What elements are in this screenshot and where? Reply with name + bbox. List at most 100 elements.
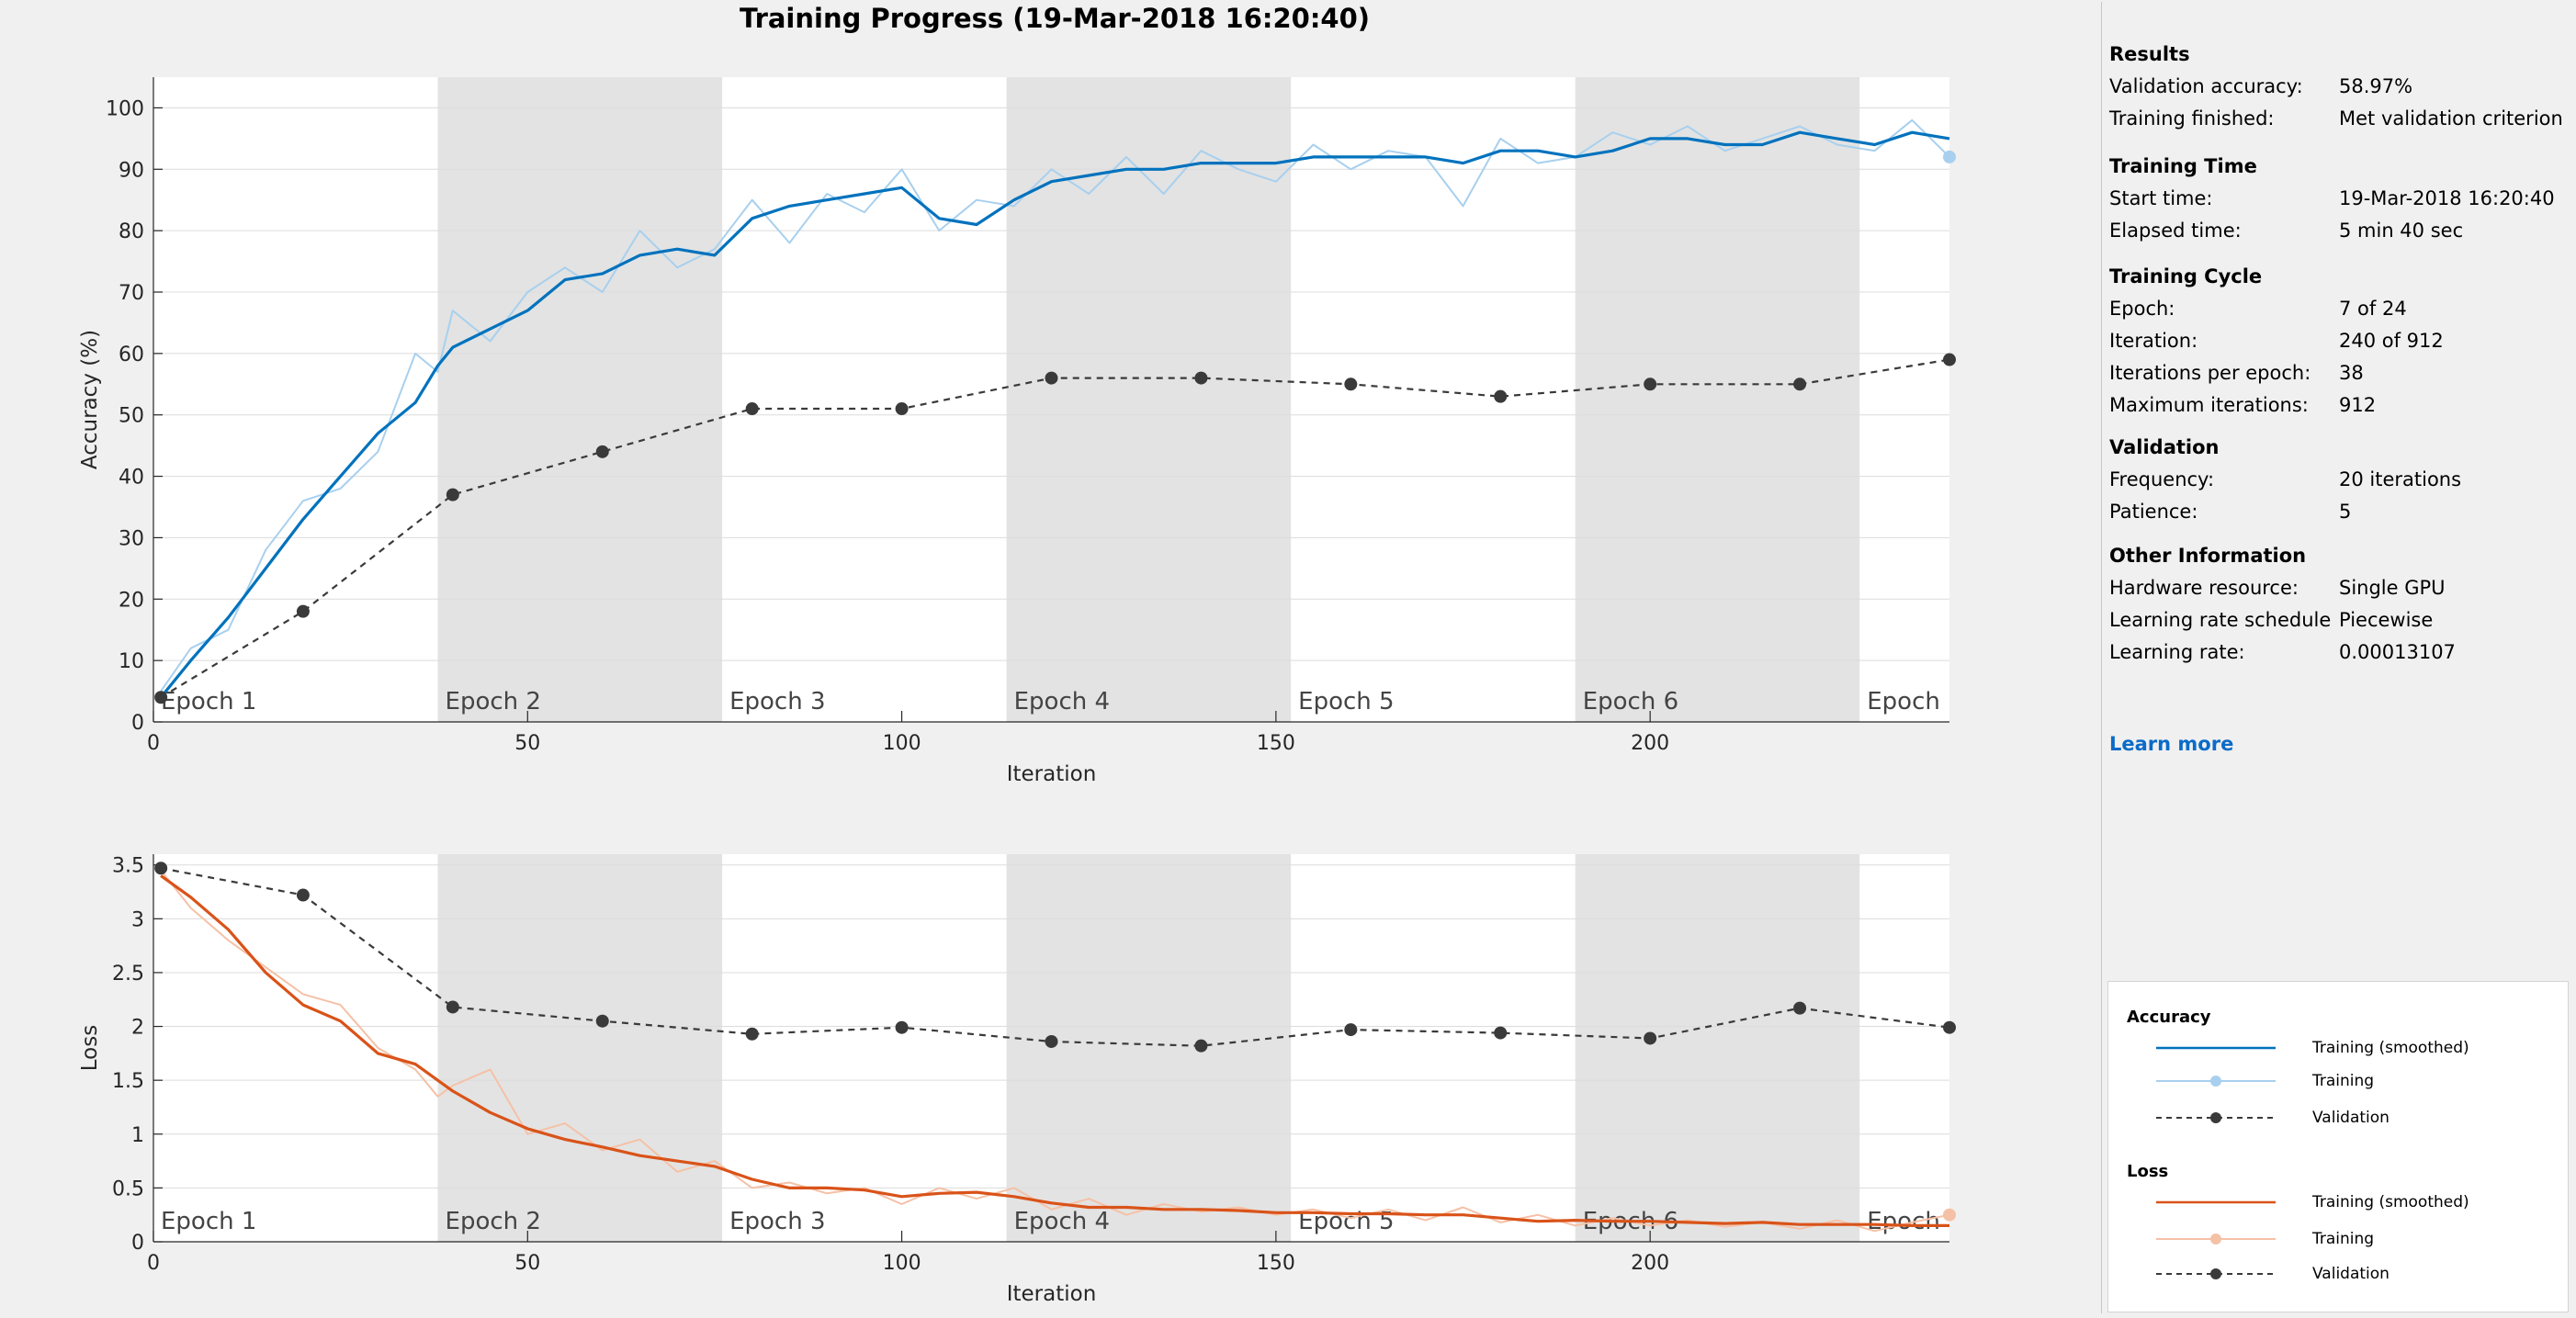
validation-point <box>1045 1034 1058 1048</box>
legend-loss-title: Loss <box>2127 1162 2169 1181</box>
info-value: 5 <box>2339 501 2352 523</box>
info-value: 58.97% <box>2339 75 2413 97</box>
y-tick-label: 80 <box>119 220 144 243</box>
info-value: 912 <box>2339 394 2377 416</box>
legend-label: Training <box>2312 1072 2375 1090</box>
x-tick-label: 150 <box>1257 1252 1295 1275</box>
legend-label: Training (smoothed) <box>2312 1039 2469 1057</box>
validation-point <box>1793 377 1807 391</box>
training-cycle-section: Training Cycle Epoch: 7 of 24 Iteration:… <box>2109 261 2569 422</box>
x-tick-label: 100 <box>883 1252 921 1275</box>
validation-point <box>745 402 759 416</box>
info-label: Iteration: <box>2109 330 2198 352</box>
validation-point <box>1344 1023 1358 1037</box>
y-tick-label: 60 <box>119 344 144 366</box>
validation-point <box>446 1000 459 1014</box>
validation-point <box>1494 1026 1508 1040</box>
validation-point <box>1194 371 1208 385</box>
info-value: 5 min 40 sec <box>2339 220 2464 242</box>
y-axis-label: Accuracy (%) <box>78 330 102 469</box>
y-tick-label: 2 <box>131 1017 144 1040</box>
x-tick-label: 100 <box>883 732 921 755</box>
validation-title: Validation <box>2109 436 2220 458</box>
other-information-title: Other Information <box>2109 545 2307 567</box>
info-label: Elapsed time: <box>2109 220 2242 242</box>
accuracy-plot: Epoch 1 Epoch 2 Epoch 3 Epoch 4 Epoch 5 Epoch… <box>78 77 1956 786</box>
epoch-label: Epoch 1 <box>161 1208 256 1235</box>
y-tick-label: 10 <box>119 650 144 673</box>
info-row: Validation accuracy: 58.97% <box>2109 71 2569 103</box>
info-value: 7 of 24 <box>2339 298 2407 320</box>
y-tick-label: 100 <box>106 97 144 120</box>
validation-point <box>895 402 909 416</box>
epoch-shade <box>1006 77 1292 722</box>
validation-point <box>1344 377 1358 391</box>
info-row: Patience: 5 <box>2109 496 2569 528</box>
figure-title: Training Progress (19-Mar-2018 16:20:40) <box>740 3 1370 34</box>
validation-point <box>154 691 168 704</box>
info-label: Learning rate: <box>2109 641 2245 663</box>
x-tick-label: 200 <box>1631 1252 1669 1275</box>
info-row: Maximum iterations: 912 <box>2109 389 2569 422</box>
legend-label: Training (smoothed) <box>2312 1193 2469 1211</box>
y-tick-label: 0 <box>131 1232 144 1255</box>
epoch-label: Epoch 5 <box>1298 688 1394 715</box>
info-value: 19-Mar-2018 16:20:40 <box>2339 187 2555 209</box>
legend-accuracy-title: Accuracy <box>2127 1008 2211 1027</box>
epoch-label: Epoch <box>1867 1208 1940 1235</box>
y-tick-label: 3 <box>131 908 144 931</box>
info-row: Frequency: 20 iterations <box>2109 464 2569 496</box>
epoch-label: Epoch <box>1867 688 1940 715</box>
validation-point <box>446 488 459 501</box>
legend-acc-raw: Training <box>2156 1070 2560 1092</box>
validation-point <box>154 862 168 875</box>
learn-more-link[interactable]: Learn more <box>2109 733 2234 755</box>
validation-point <box>1644 377 1657 391</box>
charts-area: Training Progress (19-Mar-2018 16:20:40)… <box>78 3 1956 1306</box>
y-tick-label: 90 <box>119 159 144 182</box>
info-row: Iterations per epoch: 38 <box>2109 357 2569 389</box>
y-tick-label: 50 <box>119 405 144 428</box>
training-final-point <box>1943 150 1956 163</box>
info-value: 20 iterations <box>2339 468 2462 490</box>
x-tick-label: 0 <box>147 732 160 755</box>
y-tick-label: 70 <box>119 282 144 305</box>
info-row: Learning rate schedule Piecewise <box>2109 604 2569 636</box>
legend-label: Training <box>2312 1230 2375 1248</box>
info-row: Hardware resource: Single GPU <box>2109 572 2569 604</box>
info-row: Epoch: 7 of 24 <box>2109 293 2569 325</box>
loss-plot: Epoch 1 Epoch 2 Epoch 3 Epoch 4 Epoch 5 Epoch… <box>78 854 1956 1306</box>
validation-point <box>745 1027 759 1041</box>
info-value: Met validation criterion <box>2339 107 2563 130</box>
info-row: Learning rate: 0.00013107 <box>2109 636 2569 669</box>
validation-point <box>595 445 609 458</box>
info-row: Iteration: 240 of 912 <box>2109 325 2569 357</box>
training-smoothed-line <box>160 874 1949 1228</box>
x-tick-label: 150 <box>1257 732 1295 755</box>
validation-point <box>1494 389 1508 403</box>
epoch-shade <box>1006 854 1292 1242</box>
info-value: Single GPU <box>2339 577 2446 599</box>
x-tick-label: 50 <box>514 732 540 755</box>
results-section: Results Validation accuracy: 58.97% Trai… <box>2109 39 2569 135</box>
y-axis-label: Loss <box>78 1025 102 1071</box>
legend-loss-validation: Validation <box>2156 1263 2560 1285</box>
info-row: Start time: 19-Mar-2018 16:20:40 <box>2109 183 2569 215</box>
legend-label: Validation <box>2312 1265 2390 1283</box>
epoch-label: Epoch 4 <box>1014 1208 1110 1235</box>
y-tick-label: 1 <box>131 1124 144 1147</box>
info-label: Maximum iterations: <box>2109 394 2309 416</box>
epoch-shade <box>1575 77 1860 722</box>
info-label: Epoch: <box>2109 298 2175 320</box>
epoch-label: Epoch 6 <box>1583 688 1678 715</box>
validation-point <box>1644 1031 1657 1045</box>
x-tick-label: 200 <box>1631 732 1669 755</box>
validation-point <box>1793 1001 1807 1015</box>
epoch-label: Epoch 1 <box>161 688 256 715</box>
info-label: Validation accuracy: <box>2109 75 2303 97</box>
epoch-shade <box>1575 854 1860 1242</box>
x-axis-label: Iteration <box>1007 1282 1097 1306</box>
y-tick-label: 1.5 <box>112 1070 144 1093</box>
validation-point <box>296 604 310 618</box>
validation-point <box>1943 353 1956 366</box>
